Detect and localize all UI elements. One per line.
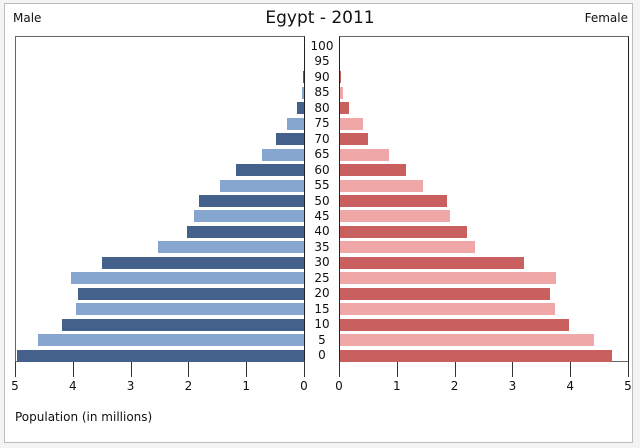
male-bar [62,318,304,331]
age-label: 35 [314,239,330,254]
female-x-tick-label: 4 [566,379,574,393]
male-bar [261,148,304,161]
male-label: Male [13,11,42,25]
age-label: 50 [314,193,330,208]
age-label: 85 [314,85,330,100]
male-x-tick-label: 1 [242,379,250,393]
age-label: 40 [314,224,330,239]
female-bar [340,225,467,238]
female-bar [340,86,343,99]
female-bar [340,164,406,177]
female-bar [340,334,594,347]
female-bar [340,349,612,362]
male-bar [187,225,304,238]
male-bar [102,256,304,269]
male-x-tick-label: 2 [184,379,193,393]
male-x-tick [72,362,74,377]
age-label: 20 [314,286,330,301]
male-bar [220,179,304,192]
age-label: 55 [314,178,330,193]
age-label: 0 [318,348,326,362]
age-label: 65 [314,147,330,162]
male-bar [303,71,304,84]
male-bar [17,349,304,362]
female-bar [340,210,450,223]
female-x-tick [628,362,629,377]
male-x-tick-label: 3 [126,379,135,393]
female-bar [340,272,556,285]
female-bar [340,102,349,115]
male-bar [78,287,304,300]
male-x-tick [15,362,16,377]
male-x-tick-label: 5 [11,379,19,393]
age-label: 80 [314,100,330,115]
male-bar [275,133,304,146]
age-label: 75 [314,116,330,131]
female-label: Female [584,11,628,25]
male-plot-area [15,36,305,362]
age-label: 45 [314,208,330,223]
male-bar [199,195,304,207]
male-bar [76,303,304,316]
male-x-tick [188,362,190,377]
female-x-tick-label: 1 [392,379,401,393]
male-bar [286,117,304,130]
male-bar [235,164,304,177]
female-bar [340,117,363,130]
chart-title: Egypt - 2011 [265,8,375,28]
age-label: 25 [314,270,330,285]
female-bar [340,133,369,146]
female-x-tick-label: 5 [624,379,632,393]
female-bar [340,179,423,192]
male-x-tick [246,362,248,377]
x-axis-label: Population (in millions) [15,410,153,424]
age-label: 10 [314,317,330,332]
female-x-tick-label: 3 [508,379,517,393]
female-plot-area [339,36,629,362]
female-bar [340,195,447,207]
female-bar [340,287,551,300]
age-label: 95 [314,54,330,69]
female-bar [340,148,389,161]
female-bar [340,318,570,331]
female-bar [340,256,525,269]
age-label: 90 [314,69,330,84]
male-x-tick [304,362,305,377]
age-label: 100 [310,39,334,53]
age-label: 15 [314,301,330,316]
male-x-tick-label: 0 [300,379,308,393]
female-x-tick [454,362,456,377]
male-bar [37,334,304,347]
age-label: 60 [314,162,330,177]
age-label: 70 [314,131,330,146]
female-x-tick [339,362,340,377]
female-x-tick [396,362,398,377]
female-x-tick [570,362,572,377]
male-bar [302,86,304,99]
male-bar [158,241,304,254]
male-bar [297,102,304,115]
age-label: 30 [314,255,330,270]
male-bar [71,272,304,285]
female-bar [340,303,556,316]
age-label: 5 [318,332,326,347]
female-x-tick-label: 0 [335,379,343,393]
female-bar [340,241,476,254]
female-bar [340,71,341,84]
male-x-tick-label: 4 [68,379,77,393]
female-x-tick [512,362,514,377]
female-x-tick-label: 2 [450,379,459,393]
male-bar [193,210,304,223]
male-x-tick [130,362,132,377]
